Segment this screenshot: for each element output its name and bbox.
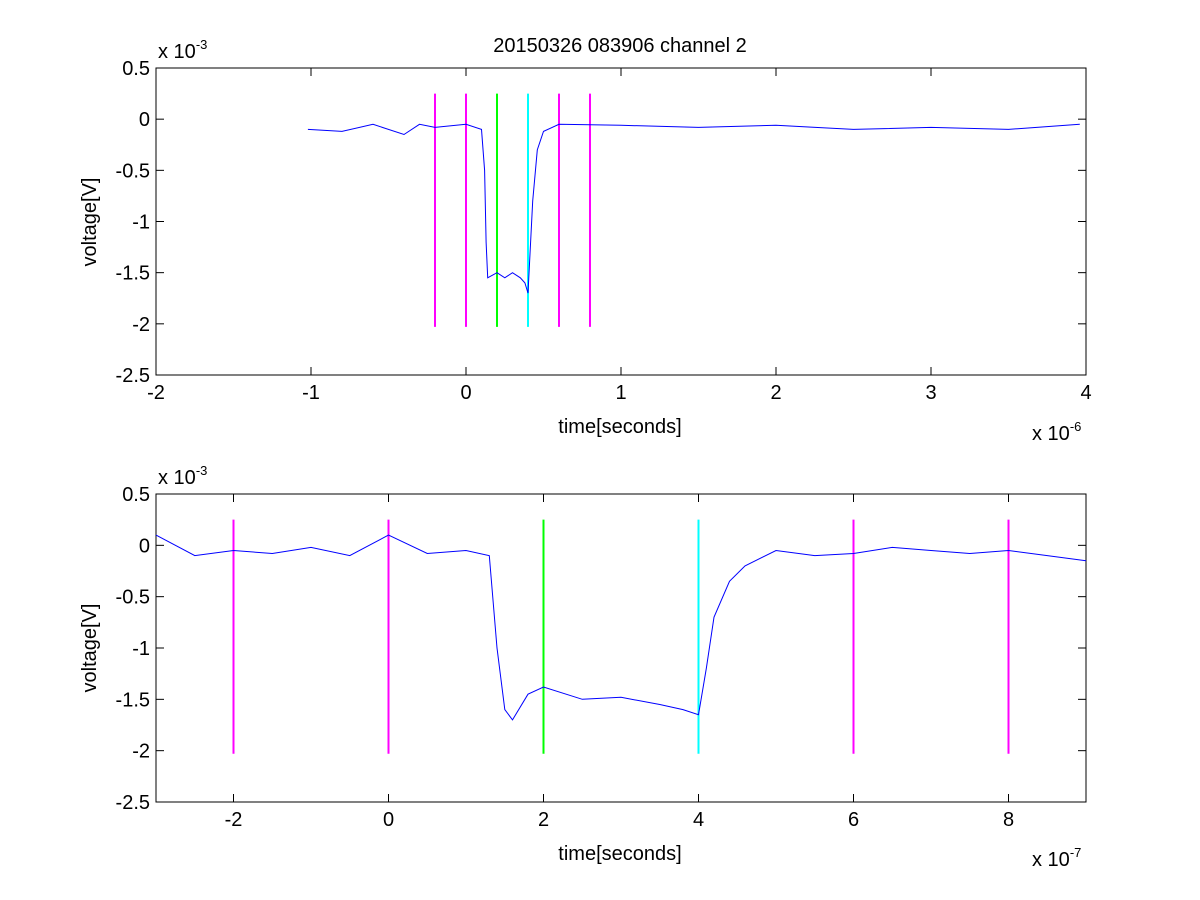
bottom-plot-x-exponent: x 10-7	[1032, 845, 1081, 871]
top-plot-x-exponent-base: x 10	[1032, 423, 1070, 445]
top-plot-y-exponent-base: x 10	[158, 41, 196, 63]
top-plot-y-exponent-power: -3	[196, 37, 208, 52]
bottom-plot: -2 0 2 4 6 8 0.5 0 -0.5 -1 -1.5 -2 -2.5 time[second…	[79, 463, 1087, 871]
top-plot-x-ticks: -2 -1 0 1 2 3 4	[147, 68, 1092, 404]
top-plot-x-tick-label: 1	[615, 382, 626, 404]
top-plot-x-tick-label: 0	[460, 382, 471, 404]
bottom-plot-y-exponent-base: x 10	[158, 467, 196, 489]
top-plot-y-tick-label: -1.5	[116, 263, 150, 285]
bottom-plot-y-tick-label: -1	[132, 638, 150, 660]
bottom-plot-y-exponent-power: -3	[196, 463, 208, 478]
top-plot: -2 -1 0 1 2 3 4 0.50-0.5-1-1.5-2-2.5 time[seco…	[79, 37, 1092, 445]
bottom-plot-series	[155, 534, 1087, 721]
top-plot-x-label: time[seconds]	[558, 416, 681, 438]
bottom-plot-y-tick-label: 0	[139, 535, 150, 557]
top-plot-marker-lines	[434, 93, 591, 327]
top-plot-x-tick-label: -2	[147, 382, 165, 404]
top-plot-x-tick-label: -1	[302, 382, 320, 404]
bottom-plot-x-exponent-power: -7	[1070, 845, 1082, 860]
bottom-plot-y-tick-label: -2	[132, 741, 150, 763]
bottom-plot-x-tick-label: 0	[383, 809, 394, 831]
top-plot-y-tick-label: -1	[132, 212, 150, 234]
bottom-plot-y-tick-label: -1.5	[116, 689, 150, 711]
top-plot-y-ticks: 0.5 0 -0.5 -1 -1.5 -2 -2.5	[116, 58, 1086, 387]
top-plot-signal-line	[307, 123, 1080, 294]
bottom-plot-x-tick-label: 8	[1003, 809, 1014, 831]
top-plot-y-exponent: x 10-3	[158, 37, 207, 63]
top-plot-y-tick-label: -2.5	[116, 365, 150, 387]
top-plot-y-label: voltage[V]	[79, 178, 101, 267]
bottom-plot-x-exponent-base: x 10	[1032, 849, 1070, 871]
bottom-plot-y-exponent: x 10-3	[158, 463, 207, 489]
top-plot-x-tick-label: 3	[925, 382, 936, 404]
bottom-plot-y-tick-label: -2.5	[116, 792, 150, 814]
bottom-plot-x-ticks: -2 0 2 4 6 8	[225, 494, 1014, 831]
bottom-plot-y-ticks: 0.5 0 -0.5 -1 -1.5 -2 -2.5	[116, 484, 1086, 814]
bottom-plot-signal-line	[155, 534, 1087, 721]
bottom-plot-x-tick-label: 4	[693, 809, 704, 831]
figure-title: 20150326 083906 channel 2	[493, 35, 747, 57]
bottom-plot-x-tick-label: -2	[225, 809, 243, 831]
top-plot-x-exponent-power: -6	[1070, 419, 1082, 434]
bottom-plot-y-tick-label: -0.5	[116, 587, 150, 609]
bottom-plot-axes-box	[155, 493, 1087, 803]
top-plot-y-tick-label: -2	[132, 314, 150, 336]
bottom-plot-y-tick-label: 0.5	[122, 484, 150, 506]
bottom-plot-x-tick-label: 6	[848, 809, 859, 831]
top-plot-x-tick-label: 2	[770, 382, 781, 404]
top-plot-series	[307, 123, 1080, 294]
top-plot-axes-box	[155, 67, 1087, 376]
top-plot-y-tick-label: -0.5	[116, 160, 150, 182]
top-plot-y-tick-label: 0.5	[122, 58, 150, 80]
bottom-plot-x-tick-label: 2	[538, 809, 549, 831]
top-plot-x-exponent: x 10-6	[1032, 419, 1081, 445]
top-plot-y-tick-label: 0	[139, 109, 150, 131]
top-plot-x-tick-label: 4	[1080, 382, 1091, 404]
bottom-plot-y-label: voltage[V]	[79, 604, 101, 693]
bottom-plot-x-label: time[seconds]	[558, 843, 681, 865]
